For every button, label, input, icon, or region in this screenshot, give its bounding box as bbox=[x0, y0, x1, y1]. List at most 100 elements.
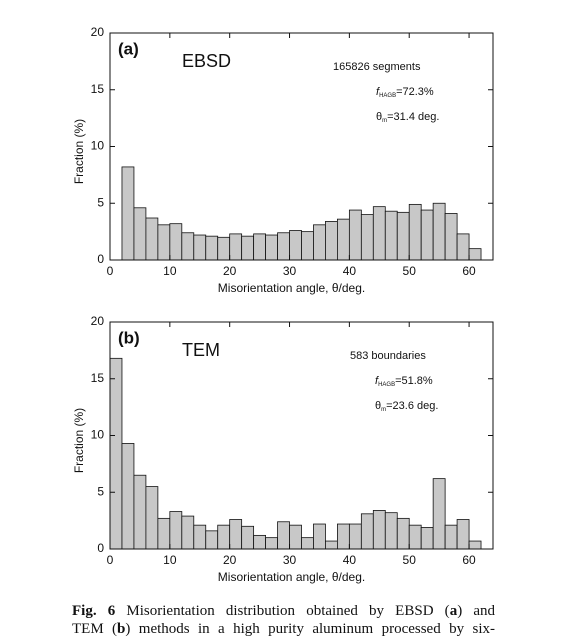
x-axis-label: Misorientation angle, θ/deg. bbox=[218, 570, 365, 584]
method-label: EBSD bbox=[182, 51, 231, 71]
text-part: f bbox=[375, 375, 379, 387]
bar bbox=[277, 232, 290, 261]
bar bbox=[217, 524, 231, 550]
bar bbox=[444, 524, 458, 550]
bar bbox=[313, 224, 326, 261]
bar bbox=[217, 236, 231, 261]
text-part: θ bbox=[376, 111, 382, 123]
x-tick-label: 40 bbox=[343, 553, 357, 567]
caption-run: ) and bbox=[457, 603, 495, 619]
bar bbox=[408, 524, 422, 550]
bar bbox=[121, 166, 135, 261]
x-tick-label: 30 bbox=[283, 553, 297, 567]
x-tick-label: 60 bbox=[462, 553, 476, 567]
text-part: m bbox=[382, 118, 387, 124]
bar bbox=[372, 206, 386, 261]
bar bbox=[193, 524, 207, 550]
bar bbox=[169, 223, 183, 261]
bar bbox=[420, 527, 434, 550]
y-tick-label: 20 bbox=[91, 25, 105, 39]
bar bbox=[432, 202, 446, 261]
caption-run: TEM ( bbox=[72, 621, 118, 637]
text-part: =23.6 deg. bbox=[386, 400, 438, 412]
bar bbox=[253, 233, 266, 261]
bar bbox=[408, 203, 422, 261]
x-tick-label: 40 bbox=[343, 264, 357, 278]
text-part: =31.4 deg. bbox=[387, 111, 439, 123]
caption-line: TEM (b) methods in a high purity aluminu… bbox=[72, 621, 495, 638]
bar bbox=[229, 233, 243, 261]
bar bbox=[301, 537, 314, 550]
x-tick-label: 30 bbox=[283, 264, 297, 278]
y-tick-label: 0 bbox=[97, 252, 104, 266]
y-tick-label: 10 bbox=[91, 428, 105, 442]
bar bbox=[121, 443, 135, 550]
text-part: =72.3% bbox=[396, 86, 434, 98]
x-tick-label: 50 bbox=[403, 553, 417, 567]
bar bbox=[133, 474, 147, 550]
y-tick-label: 5 bbox=[97, 195, 104, 209]
bar bbox=[265, 234, 278, 261]
bar bbox=[348, 209, 362, 261]
text-part: HAGB bbox=[378, 382, 395, 388]
x-tick-label: 10 bbox=[163, 264, 177, 278]
bar bbox=[133, 207, 147, 261]
bar bbox=[456, 233, 470, 261]
text-part: θ bbox=[375, 400, 381, 412]
caption-run: Misorientation distribution obtained by … bbox=[115, 603, 450, 619]
bar bbox=[277, 521, 290, 550]
bar bbox=[265, 537, 278, 550]
bar bbox=[157, 517, 171, 550]
y-tick-label: 15 bbox=[91, 371, 105, 385]
caption-run: Fig. 6 bbox=[72, 603, 116, 619]
panel-label: (b) bbox=[118, 328, 140, 347]
y-axis-label: Fraction (%) bbox=[72, 119, 86, 184]
bar bbox=[253, 534, 266, 550]
bar bbox=[205, 235, 219, 261]
y-tick-label: 20 bbox=[91, 314, 105, 328]
bar bbox=[337, 523, 350, 550]
y-axis-label: Fraction (%) bbox=[72, 408, 86, 473]
x-tick-label: 50 bbox=[403, 264, 417, 278]
bar bbox=[360, 214, 374, 261]
bar bbox=[444, 213, 458, 261]
bar bbox=[456, 519, 470, 550]
bar bbox=[325, 221, 338, 261]
caption-run: ) methods in a high purity aluminum proc… bbox=[125, 621, 495, 637]
count-label: 165826 segments bbox=[333, 61, 421, 73]
bar bbox=[360, 513, 374, 550]
fraction-label: fHAGB=51.8% bbox=[375, 375, 433, 388]
bar bbox=[169, 511, 183, 550]
text-part: HAGB bbox=[379, 93, 396, 99]
bar bbox=[432, 478, 446, 550]
x-axis-label: Misorientation angle, θ/deg. bbox=[218, 281, 365, 295]
bar bbox=[145, 217, 159, 261]
bar bbox=[396, 211, 410, 261]
x-tick-label: 20 bbox=[223, 264, 237, 278]
bar bbox=[157, 224, 171, 261]
bar bbox=[348, 523, 362, 550]
bar bbox=[181, 515, 195, 550]
bar bbox=[313, 523, 326, 550]
bar bbox=[229, 519, 243, 550]
x-tick-label: 10 bbox=[163, 553, 177, 567]
y-tick-label: 15 bbox=[91, 82, 105, 96]
mean-label: θm=23.6 deg. bbox=[375, 400, 438, 413]
bar bbox=[241, 525, 255, 550]
bar bbox=[337, 218, 350, 261]
bar bbox=[372, 510, 386, 550]
bar bbox=[384, 512, 398, 550]
text-part: f bbox=[376, 86, 380, 98]
bar bbox=[289, 524, 302, 550]
x-tick-label: 60 bbox=[462, 264, 476, 278]
x-tick-label: 20 bbox=[223, 553, 237, 567]
mean-label: θm=31.4 deg. bbox=[376, 111, 439, 124]
caption-line: Fig. 6 Misorientation distribution obtai… bbox=[72, 603, 495, 620]
bar bbox=[205, 530, 219, 550]
bar bbox=[420, 209, 434, 261]
bar bbox=[325, 540, 338, 550]
y-tick-label: 10 bbox=[91, 139, 105, 153]
text-part: =51.8% bbox=[395, 375, 433, 387]
bar bbox=[109, 357, 123, 550]
